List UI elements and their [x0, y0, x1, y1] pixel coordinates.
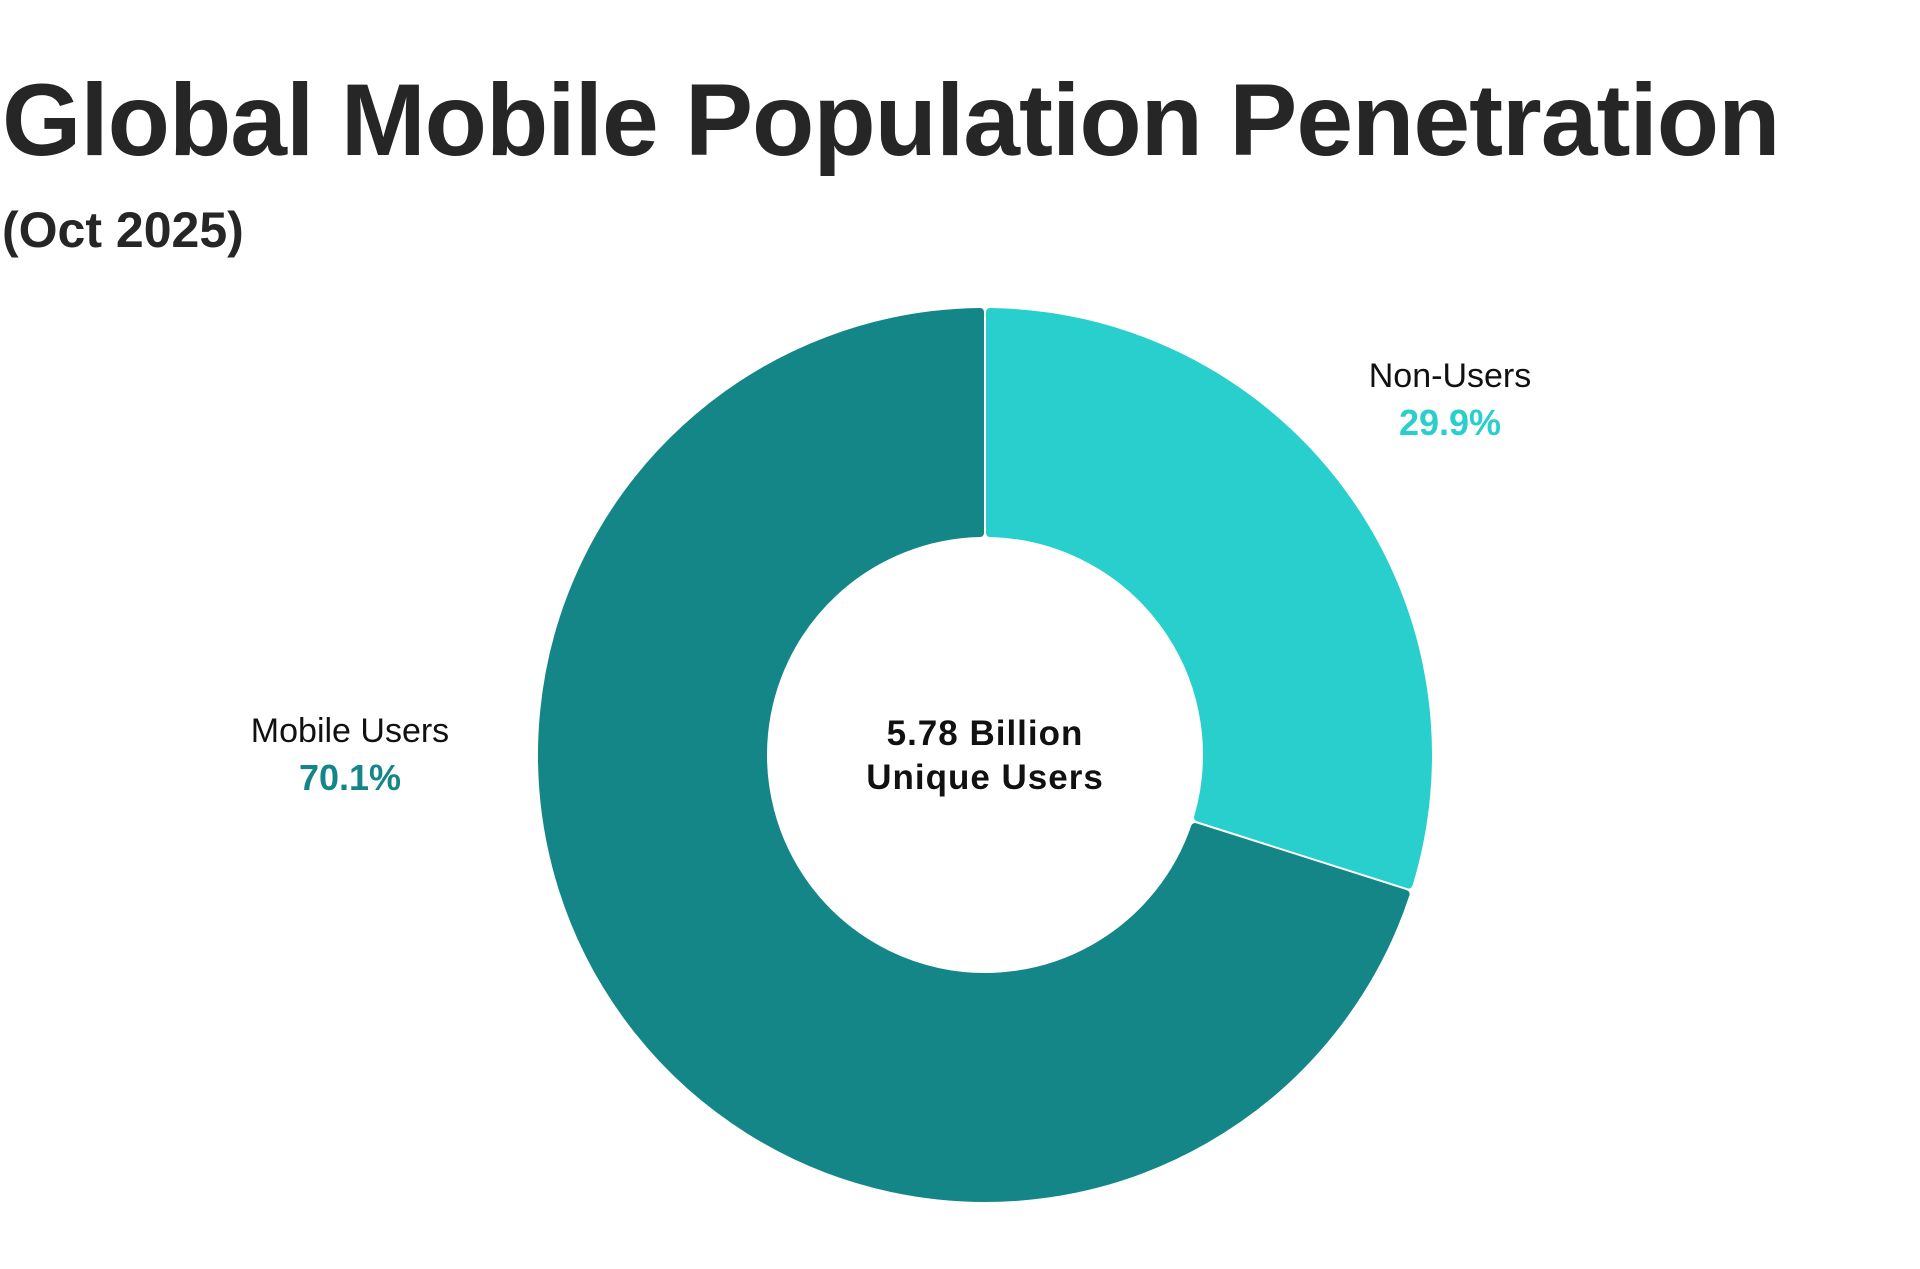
- label-value-non-users: 29.9%: [1399, 402, 1501, 443]
- label-name-mobile-users: Mobile Users: [251, 712, 449, 750]
- chart-title: Global Mobile Population Penetration: [2, 63, 1780, 177]
- slice-labels: Mobile Users 70.1% Non-Users 29.9%: [251, 357, 1531, 798]
- chart-subtitle: (Oct 2025): [2, 202, 244, 258]
- center-label-line-1: 5.78 Billion: [887, 714, 1084, 753]
- center-label: 5.78 Billion Unique Users: [866, 714, 1104, 797]
- label-value-mobile-users: 70.1%: [299, 757, 401, 798]
- center-label-line-2: Unique Users: [866, 758, 1104, 797]
- label-name-non-users: Non-Users: [1369, 357, 1531, 395]
- slice-mobile-users: [538, 308, 1410, 1202]
- donut-slices: [538, 308, 1432, 1202]
- slice-non-users: [986, 308, 1432, 889]
